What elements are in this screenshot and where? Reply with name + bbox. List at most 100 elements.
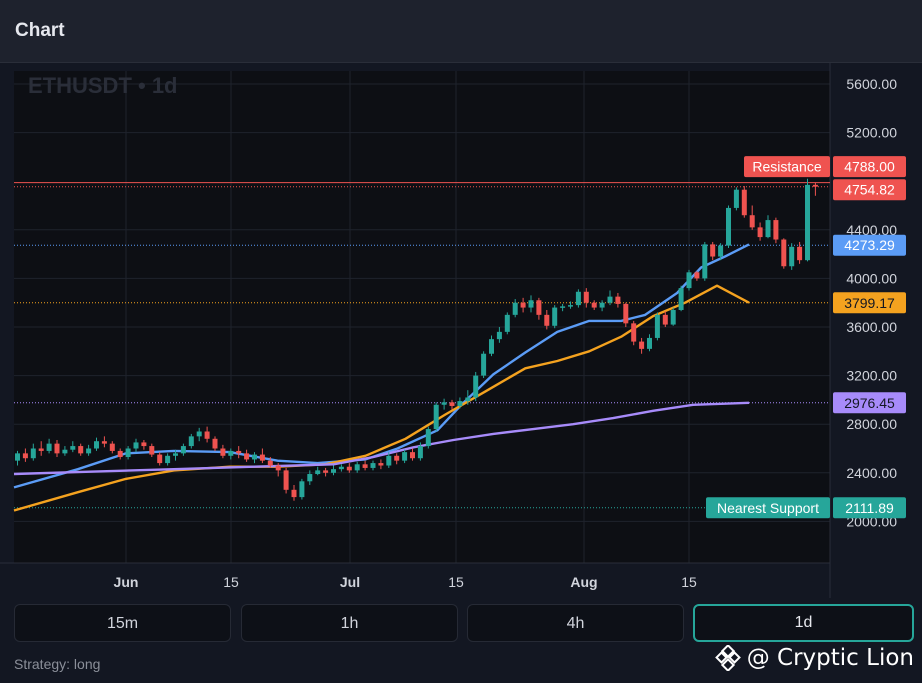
resistance-badge: Resistance <box>752 159 821 175</box>
candle-body <box>236 450 242 454</box>
candle-body <box>402 452 408 461</box>
candle-body <box>346 466 352 471</box>
candle-body <box>812 184 818 187</box>
candle-body <box>583 291 589 303</box>
candle-body <box>370 463 376 468</box>
candle-body <box>425 429 431 447</box>
candle-body <box>496 331 502 340</box>
x-tick-label: Aug <box>570 574 597 590</box>
candle-body <box>773 220 779 240</box>
candlestick-chart-svg[interactable]: 5600.00 5200.00 4400.00 4000.00 3600.00 3200.… <box>0 63 922 598</box>
candle-body <box>670 309 676 325</box>
candle-body <box>133 442 139 449</box>
timeframe-15m-button[interactable]: 15m <box>14 604 231 642</box>
candle-body <box>141 442 147 447</box>
ma-mid-price-tag-bg <box>833 292 906 314</box>
candle-body <box>220 448 226 456</box>
candle-body <box>228 450 234 456</box>
candle-body <box>157 454 163 464</box>
candle-body <box>568 305 573 307</box>
resistance-price-tag-bg <box>833 156 906 178</box>
candle-body <box>465 397 471 402</box>
timeframe-4h-button[interactable]: 4h <box>467 604 684 642</box>
resistance-price-tag: 4788.00 <box>844 159 895 175</box>
y-tick-label: 3600.00 <box>846 319 897 335</box>
ma-slow-price-tag: 2976.45 <box>844 395 895 411</box>
candle-body <box>354 464 360 471</box>
last-price-tag-bg <box>833 179 906 201</box>
candle-body <box>417 446 423 459</box>
price-chart[interactable]: 5600.00 5200.00 4400.00 4000.00 3600.00 3200.… <box>0 63 922 598</box>
support-badge-bg <box>706 497 830 519</box>
candle-body <box>244 453 250 460</box>
candle-body <box>78 446 84 454</box>
y-tick-label: 5600.00 <box>846 76 897 92</box>
y-tick-label: 4000.00 <box>846 270 897 286</box>
candle-body <box>741 189 747 216</box>
candle-body <box>647 337 652 349</box>
candle-body <box>449 402 455 406</box>
candle-body <box>710 244 716 257</box>
support-badge: Nearest Support <box>717 500 819 516</box>
candle-body <box>733 189 739 208</box>
x-tick-label: Jul <box>340 574 360 590</box>
candle-body <box>323 470 329 473</box>
candle-body <box>544 314 550 326</box>
candle-body <box>204 431 210 439</box>
y-tick-label: 5200.00 <box>846 125 897 141</box>
timeframe-1h-button[interactable]: 1h <box>241 604 458 642</box>
y-tick-label: 4400.00 <box>846 222 897 238</box>
candle-body <box>386 455 392 466</box>
candle-body <box>678 288 684 310</box>
candle-body <box>165 455 171 464</box>
candle-body <box>62 449 68 454</box>
last-price-tag: 4754.82 <box>844 182 895 198</box>
y-tick-label: 3200.00 <box>846 368 897 384</box>
candle-body <box>757 227 763 238</box>
ma-mid-price-tag: 3799.17 <box>844 295 895 311</box>
candle-body <box>457 401 463 406</box>
candle-body <box>38 448 44 451</box>
timeframe-1d-button[interactable]: 1d <box>693 604 914 642</box>
candle-body <box>473 375 479 398</box>
candle-body <box>441 402 447 405</box>
candle-body <box>275 465 281 471</box>
candle-body <box>173 453 178 456</box>
candle-body <box>591 302 597 308</box>
candle-body <box>726 207 731 246</box>
ma-slow-price-tag-bg <box>833 392 906 414</box>
candle-body <box>180 446 186 454</box>
candle-body <box>797 246 803 261</box>
candle-body <box>781 239 787 267</box>
candle-body <box>109 443 115 451</box>
candle-body <box>639 341 645 349</box>
candle-body <box>267 460 273 466</box>
candle-body <box>686 272 692 289</box>
x-tick-label: Jun <box>114 574 139 590</box>
timeframe-selector: 15m 1h 4h 1d <box>0 604 922 648</box>
candle-body <box>599 302 605 308</box>
candle-body <box>101 441 107 444</box>
symbol-watermark: ETHUSDT • 1d <box>28 73 178 98</box>
candle-body <box>315 470 321 475</box>
candle-body <box>94 441 99 449</box>
support-price-tag-bg <box>833 497 906 519</box>
ma-fast-price-tag-bg <box>833 234 906 256</box>
candle-body <box>394 455 400 461</box>
candle-body <box>149 446 155 455</box>
candle-body <box>212 438 218 449</box>
candle-body <box>615 296 621 304</box>
candle-body <box>528 300 534 308</box>
candle-body <box>125 448 131 458</box>
candle-body <box>331 469 336 473</box>
y-tick-label: 2800.00 <box>846 416 897 432</box>
brand-watermark: @ Cryptic Lion <box>714 643 914 673</box>
page-title: Chart <box>15 20 65 41</box>
candle-body <box>654 314 660 338</box>
candle-body <box>299 481 305 498</box>
candle-body <box>307 474 313 482</box>
candle-body <box>607 296 613 303</box>
candle-body <box>54 443 60 454</box>
candle-body <box>22 453 28 459</box>
binance-logo-icon <box>714 645 741 671</box>
